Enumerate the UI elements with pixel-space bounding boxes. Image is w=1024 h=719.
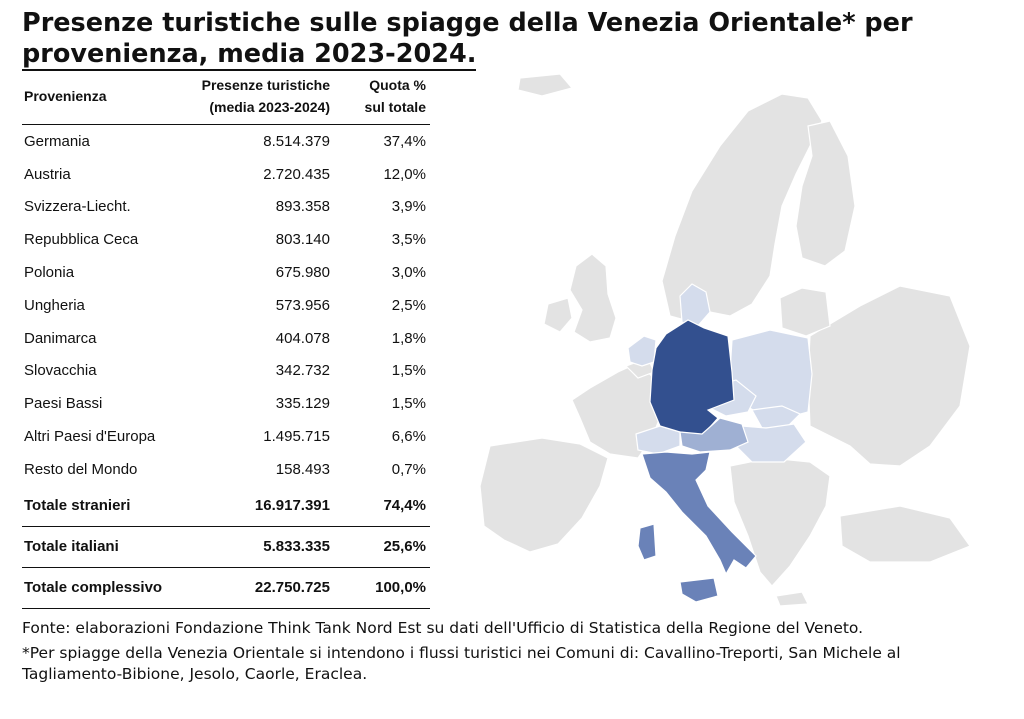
cell-total-label: Totale stranieri [22, 485, 186, 527]
table-header-row: Provenienza Presenze turistiche (media 2… [22, 70, 430, 125]
map-baltics [779, 287, 831, 337]
cell-presenze: 573.956 [275, 296, 330, 314]
header-presenze: Presenze turistiche (media 2023-2024) [186, 70, 344, 125]
footnote: *Per spiagge della Venezia Orientale si … [22, 644, 901, 683]
table-row: Resto del Mondo 158.493 0,7% [22, 453, 430, 486]
map-greece-islands [775, 591, 809, 607]
cell-presenze: 803.140 [275, 231, 330, 249]
cell-provenienza: Slovacchia [24, 362, 97, 380]
title-line-1: Presenze turistiche sulle spiagge della … [22, 8, 913, 38]
cell-provenienza: Altri Paesi d'Europa [24, 428, 156, 446]
map-sicily [679, 577, 719, 603]
header-presenze-line2: (media 2023-2024) [209, 99, 330, 115]
cell-quota: 1,5% [391, 362, 426, 380]
map-finland [795, 120, 856, 267]
cell-total-quota: 100,0% [344, 567, 430, 609]
map-iberia [479, 437, 609, 553]
cell-presenze: 2.720.435 [263, 165, 330, 183]
chart-title: Presenze turistiche sulle spiagge della … [22, 8, 977, 71]
source-note: Fonte: elaborazioni Fondazione Think Tan… [22, 619, 864, 637]
map-germany [649, 319, 735, 437]
table-row: Germania 8.514.379 37,4% [22, 125, 430, 158]
cell-presenze: 1.495.715 [263, 428, 330, 446]
cell-provenienza: Paesi Bassi [24, 395, 103, 413]
presenze-table: Provenienza Presenze turistiche (media 2… [22, 70, 430, 609]
total-row-stranieri: Totale stranieri 16.917.391 74,4% [22, 485, 430, 527]
cell-total-quota: 74,4% [344, 485, 430, 527]
map-iceland-top [517, 73, 574, 97]
map-balkans [729, 457, 831, 587]
cell-total-presenze: 16.917.391 [186, 485, 344, 527]
cell-quota: 12,0% [383, 165, 426, 183]
map-east [807, 285, 971, 467]
table-row: Repubblica Ceca 803.140 3,5% [22, 223, 430, 256]
table-row: Danimarca 404.078 1,8% [22, 322, 430, 355]
cell-total-presenze: 22.750.725 [186, 567, 344, 609]
map-turkey [839, 505, 971, 563]
cell-presenze: 675.980 [275, 264, 330, 282]
europe-map [479, 73, 971, 607]
cell-presenze: 893.358 [275, 198, 330, 216]
table-row: Altri Paesi d'Europa 1.495.715 6,6% [22, 420, 430, 453]
map-hungary [735, 423, 807, 463]
cell-presenze: 335.129 [275, 395, 330, 413]
cell-provenienza: Germania [24, 132, 90, 150]
cell-quota: 1,5% [391, 395, 426, 413]
cell-total-quota: 25,6% [344, 526, 430, 568]
cell-quota: 1,8% [391, 329, 426, 347]
total-row-complessivo: Totale complessivo 22.750.725 100,0% [22, 567, 430, 609]
map-norway-sweden [661, 93, 823, 323]
map-austria [679, 417, 749, 453]
cell-provenienza: Svizzera-Liecht. [24, 198, 131, 216]
header-presenze-line1: Presenze turistiche [201, 77, 330, 93]
header-quota: Quota % sul totale [344, 70, 430, 125]
map-denmark [679, 283, 711, 329]
notes: Fonte: elaborazioni Fondazione Think Tan… [22, 618, 992, 689]
cell-provenienza: Ungheria [24, 296, 85, 314]
title-line-2: provenienza, media 2023-2024. [22, 39, 477, 71]
table-row: Polonia 675.980 3,0% [22, 256, 430, 289]
header-quota-line2: sul totale [364, 99, 426, 115]
cell-quota: 3,0% [391, 264, 426, 282]
table-row: Svizzera-Liecht. 893.358 3,9% [22, 191, 430, 224]
cell-provenienza: Polonia [24, 264, 75, 282]
map-uk [569, 253, 617, 343]
cell-quota: 0,7% [391, 460, 426, 478]
cell-total-label: Totale complessivo [22, 567, 186, 609]
cell-presenze: 404.078 [275, 329, 330, 347]
cell-presenze: 158.493 [275, 460, 330, 478]
table-row: Paesi Bassi 335.129 1,5% [22, 387, 430, 420]
cell-quota: 6,6% [391, 428, 426, 446]
table-row: Austria 2.720.435 12,0% [22, 158, 430, 191]
cell-provenienza: Repubblica Ceca [24, 231, 139, 249]
cell-quota: 2,5% [391, 296, 426, 314]
map-ireland [543, 297, 573, 333]
cell-provenienza: Danimarca [24, 329, 97, 347]
cell-provenienza: Resto del Mondo [24, 460, 138, 478]
cell-total-presenze: 5.833.335 [186, 526, 344, 568]
map-slovakia [751, 405, 802, 429]
cell-provenienza: Austria [24, 165, 71, 183]
cell-quota: 37,4% [383, 132, 426, 150]
cell-quota: 3,9% [391, 198, 426, 216]
table-row: Ungheria 573.956 2,5% [22, 289, 430, 322]
total-row-italiani: Totale italiani 5.833.335 25,6% [22, 526, 430, 568]
cell-total-label: Totale italiani [22, 526, 186, 568]
cell-presenze: 8.514.379 [263, 132, 330, 150]
header-provenienza: Provenienza [22, 70, 186, 125]
map-italy [641, 451, 757, 576]
cell-quota: 3,5% [391, 231, 426, 249]
header-quota-line1: Quota % [369, 77, 426, 93]
map-netherlands [627, 335, 657, 367]
map-sardinia [637, 523, 657, 561]
table-row: Slovacchia 342.732 1,5% [22, 355, 430, 388]
cell-presenze: 342.732 [275, 362, 330, 380]
